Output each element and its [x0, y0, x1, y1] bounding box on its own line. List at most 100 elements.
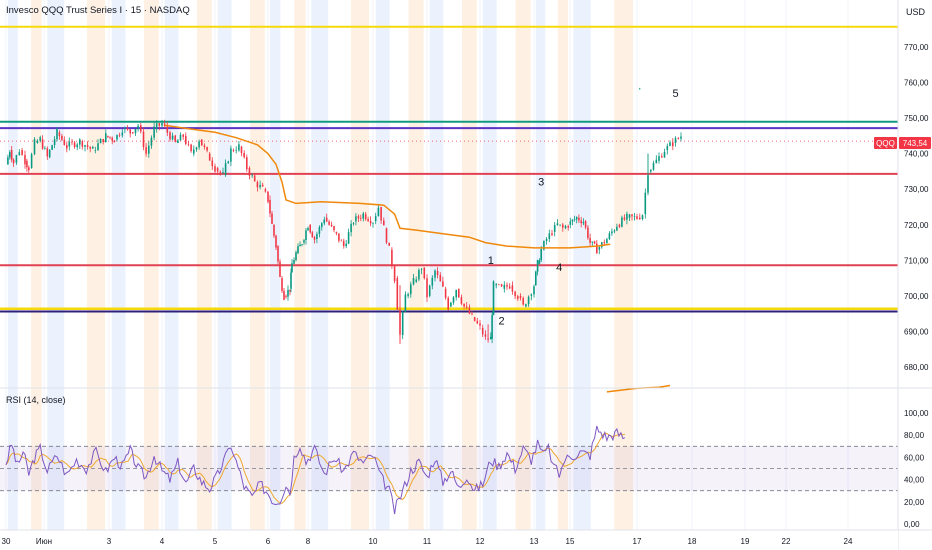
price-tick-label: 760,00: [904, 79, 929, 88]
candle-body: [471, 313, 473, 315]
candle-body: [530, 294, 533, 296]
candle-body: [182, 134, 184, 137]
price-axis-bg: [898, 0, 932, 550]
time-tick-label: 17: [633, 537, 642, 546]
candle-body: [279, 261, 281, 277]
candle-body: [285, 295, 287, 297]
candle-body: [388, 242, 390, 246]
price-tick-label: 690,00: [904, 327, 929, 336]
candle-body: [455, 290, 457, 298]
candle-body: [628, 214, 631, 218]
candle-body: [126, 128, 129, 130]
candle-body: [674, 138, 677, 143]
candle-body: [177, 140, 179, 143]
chart-title[interactable]: Invesco QQQ Trust Series I · 15 · NASDAQ: [6, 5, 190, 16]
candle-body: [468, 307, 471, 314]
candle-body: [450, 302, 452, 307]
candle-body: [84, 145, 86, 147]
price-series: [7, 87, 682, 344]
candle-body: [342, 240, 345, 247]
candle-body: [10, 150, 13, 160]
candle-body: [48, 149, 51, 158]
candle-body: [134, 129, 137, 134]
candle-body: [533, 286, 535, 295]
candle-body: [51, 145, 53, 150]
candle-body: [418, 269, 420, 280]
candle-body: [227, 161, 229, 164]
candle-body: [105, 133, 107, 142]
candle-body: [99, 139, 102, 144]
candle-body: [71, 141, 73, 143]
candle-body: [232, 150, 235, 151]
candle-body: [113, 140, 116, 143]
candle-body: [357, 216, 360, 219]
candle-body: [193, 149, 195, 154]
candle-body: [261, 184, 264, 187]
rsi-ma-line: [5, 432, 625, 504]
candle-body: [61, 135, 63, 140]
rsi-axis[interactable]: 100,00 80,00 60,00 40,00 20,00 0,00: [904, 409, 929, 529]
candle-body: [190, 144, 192, 152]
candle-body: [185, 135, 187, 144]
price-axis[interactable]: 770,00 760,00 750,00 740,00 730,00 720,00 710,…: [904, 43, 929, 372]
candle-body: [211, 160, 214, 167]
candle-body: [68, 141, 71, 147]
candle-body: [473, 317, 476, 321]
candle-body: [246, 157, 248, 170]
candle-body: [593, 241, 596, 244]
candle-body: [444, 288, 447, 298]
candle-body: [36, 140, 39, 143]
rsi-legend[interactable]: RSI (14, close): [6, 395, 66, 405]
candle-body: [171, 135, 174, 140]
candle-body: [404, 294, 407, 312]
candle-body: [53, 139, 56, 146]
candle-body: [102, 139, 104, 142]
wave-label: 4: [556, 262, 562, 274]
candle-body: [137, 125, 139, 130]
candle-body: [498, 284, 500, 285]
candle-body: [591, 241, 594, 243]
candle-body: [503, 284, 506, 289]
candle-body: [325, 217, 328, 222]
candle-body: [535, 271, 537, 286]
candle-body: [442, 281, 444, 287]
candle-body: [158, 123, 161, 126]
candle-body: [33, 139, 36, 155]
candle-body: [423, 267, 426, 279]
price-tag: QQQ 743,54: [874, 137, 931, 149]
time-tick-label: 15: [566, 537, 575, 546]
candle-body: [335, 231, 338, 234]
candle-body: [652, 163, 655, 170]
rsi-tick-label: 80,00: [904, 431, 925, 440]
candle-body: [669, 142, 671, 146]
candle-body: [606, 239, 608, 244]
candle-body: [401, 311, 404, 335]
time-tick-label: 8: [306, 537, 311, 546]
candle-body: [556, 223, 559, 225]
candle-body: [148, 145, 150, 154]
candle-body: [525, 304, 527, 307]
candle-body: [587, 227, 589, 238]
candle-body: [492, 281, 495, 315]
candle-body: [380, 207, 382, 221]
candle-body: [567, 226, 569, 228]
candle-body: [293, 260, 295, 264]
candle-body: [26, 160, 28, 168]
time-axis[interactable]: 30 Июн 3 4 5 6 8 10 11 12 13 15 17 18 19 22 24: [2, 537, 853, 546]
candle-body: [582, 222, 585, 224]
candle-body: [24, 155, 26, 165]
candle-body: [316, 234, 318, 239]
candle-body: [41, 139, 44, 149]
price-tick-label: 680,00: [904, 363, 929, 372]
candle-body: [447, 297, 449, 310]
candle-body: [393, 266, 396, 282]
candle-body: [355, 216, 357, 222]
currency-label[interactable]: USD: [906, 7, 926, 17]
candle-body: [305, 230, 307, 240]
candle-body: [596, 243, 598, 254]
rsi-line: [5, 425, 626, 515]
candle-body: [290, 272, 292, 289]
candle-body: [536, 260, 539, 272]
candle-body: [121, 132, 124, 136]
time-tick-label: 6: [266, 537, 271, 546]
